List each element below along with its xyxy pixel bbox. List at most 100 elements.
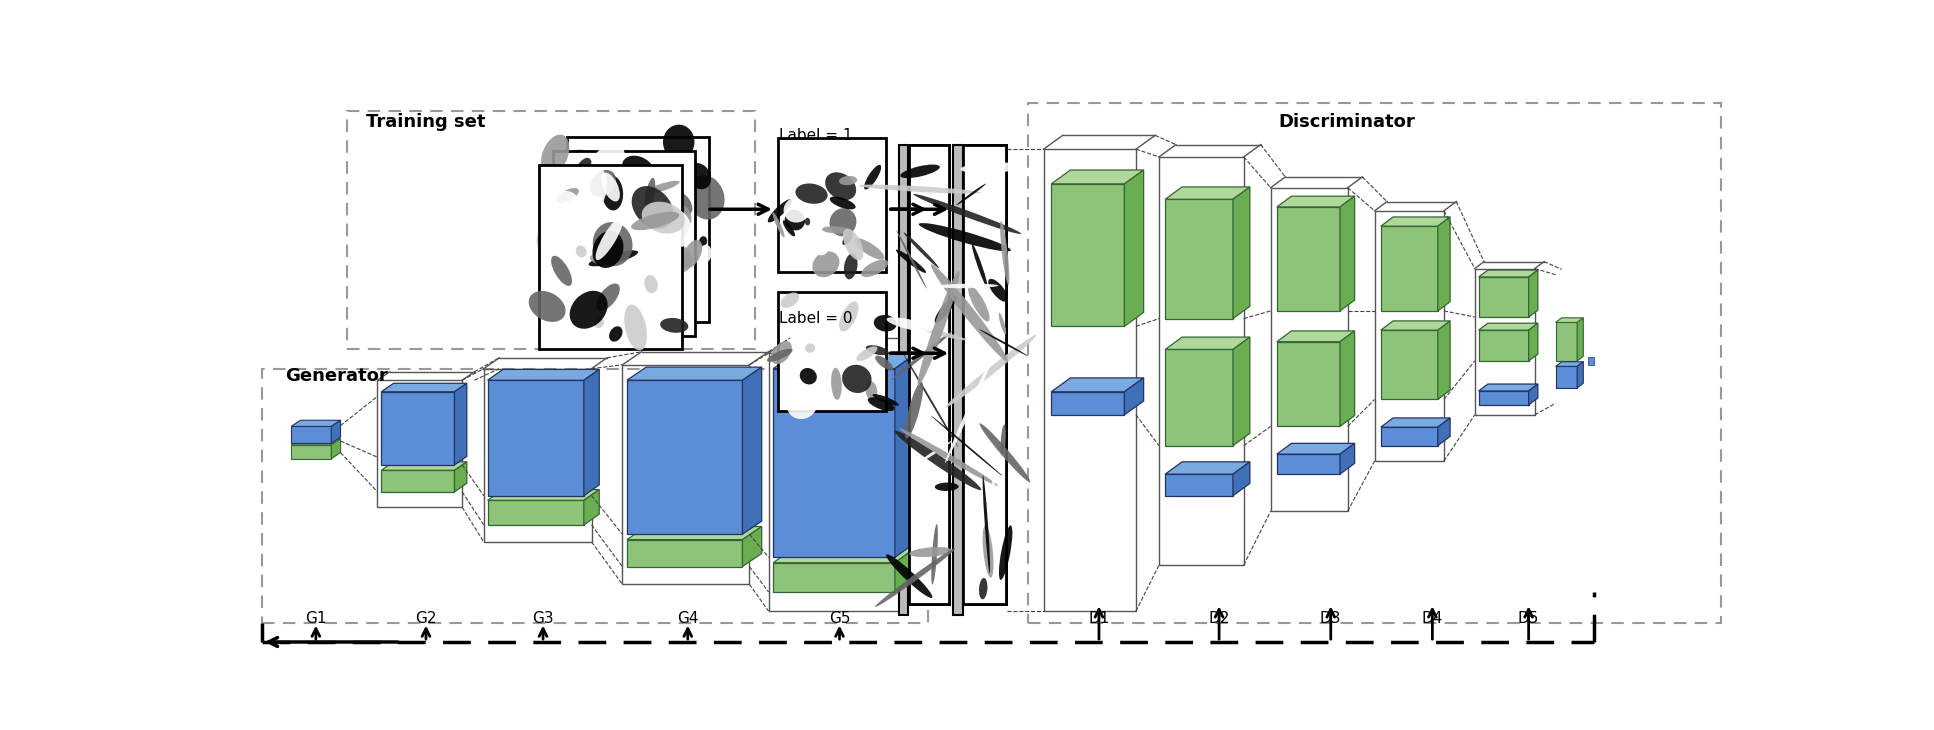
Ellipse shape bbox=[919, 223, 1011, 251]
Text: Discriminator: Discriminator bbox=[1278, 113, 1416, 131]
Ellipse shape bbox=[919, 328, 967, 340]
Ellipse shape bbox=[861, 260, 888, 277]
Polygon shape bbox=[292, 439, 340, 445]
Bar bbox=[909, 145, 950, 604]
Ellipse shape bbox=[876, 356, 894, 370]
Polygon shape bbox=[1437, 418, 1450, 445]
Polygon shape bbox=[292, 426, 331, 443]
Polygon shape bbox=[1340, 443, 1354, 475]
Ellipse shape bbox=[795, 183, 828, 204]
Bar bbox=[777, 292, 886, 411]
Polygon shape bbox=[1381, 330, 1437, 399]
Ellipse shape bbox=[772, 341, 791, 364]
Ellipse shape bbox=[596, 277, 646, 285]
Polygon shape bbox=[1052, 378, 1143, 392]
Polygon shape bbox=[487, 369, 600, 380]
Ellipse shape bbox=[654, 223, 681, 256]
Ellipse shape bbox=[847, 302, 861, 317]
Polygon shape bbox=[1276, 207, 1340, 311]
Ellipse shape bbox=[659, 208, 692, 247]
Polygon shape bbox=[774, 353, 917, 369]
Ellipse shape bbox=[843, 253, 857, 280]
Ellipse shape bbox=[961, 162, 1019, 174]
Ellipse shape bbox=[563, 150, 592, 164]
Ellipse shape bbox=[559, 167, 578, 197]
Ellipse shape bbox=[603, 189, 636, 207]
Ellipse shape bbox=[592, 231, 623, 268]
Ellipse shape bbox=[783, 220, 795, 237]
Polygon shape bbox=[454, 383, 466, 465]
Ellipse shape bbox=[687, 175, 725, 220]
Ellipse shape bbox=[1000, 425, 1006, 456]
Bar bbox=[963, 145, 1006, 604]
Ellipse shape bbox=[586, 151, 609, 185]
Polygon shape bbox=[1276, 196, 1354, 207]
Ellipse shape bbox=[561, 246, 609, 284]
Ellipse shape bbox=[839, 301, 859, 331]
Polygon shape bbox=[1164, 474, 1234, 496]
Ellipse shape bbox=[551, 255, 572, 286]
Ellipse shape bbox=[936, 284, 998, 288]
Ellipse shape bbox=[600, 286, 632, 324]
Ellipse shape bbox=[536, 224, 571, 258]
Ellipse shape bbox=[872, 394, 899, 406]
Ellipse shape bbox=[663, 125, 694, 159]
Text: D4: D4 bbox=[1421, 612, 1443, 626]
Ellipse shape bbox=[903, 232, 938, 268]
Ellipse shape bbox=[874, 315, 897, 331]
Ellipse shape bbox=[644, 178, 656, 211]
Polygon shape bbox=[487, 380, 584, 496]
Ellipse shape bbox=[632, 316, 648, 347]
Ellipse shape bbox=[913, 194, 1021, 234]
Ellipse shape bbox=[903, 353, 957, 447]
Ellipse shape bbox=[783, 197, 810, 223]
Ellipse shape bbox=[934, 296, 957, 323]
Ellipse shape bbox=[979, 578, 988, 599]
Ellipse shape bbox=[654, 213, 689, 253]
Bar bbox=[1476, 269, 1536, 415]
Ellipse shape bbox=[543, 269, 584, 288]
Ellipse shape bbox=[687, 163, 712, 189]
Ellipse shape bbox=[542, 134, 569, 175]
Bar bbox=[1375, 211, 1445, 461]
Ellipse shape bbox=[768, 349, 793, 362]
Polygon shape bbox=[1124, 378, 1143, 415]
Ellipse shape bbox=[615, 167, 629, 179]
Polygon shape bbox=[627, 367, 762, 380]
Ellipse shape bbox=[843, 232, 853, 245]
Ellipse shape bbox=[590, 299, 609, 312]
Ellipse shape bbox=[528, 291, 565, 322]
Polygon shape bbox=[1576, 318, 1584, 361]
Ellipse shape bbox=[557, 188, 578, 204]
Polygon shape bbox=[1480, 384, 1538, 391]
Ellipse shape bbox=[582, 288, 594, 319]
Ellipse shape bbox=[868, 397, 895, 411]
Ellipse shape bbox=[596, 217, 623, 260]
Ellipse shape bbox=[1000, 221, 1010, 285]
Polygon shape bbox=[1340, 331, 1354, 426]
Text: G3: G3 bbox=[532, 612, 553, 626]
Ellipse shape bbox=[830, 196, 855, 210]
Ellipse shape bbox=[886, 554, 932, 598]
Ellipse shape bbox=[801, 368, 816, 385]
Ellipse shape bbox=[627, 213, 640, 240]
Ellipse shape bbox=[812, 251, 839, 277]
Bar bbox=[346, 111, 754, 350]
Polygon shape bbox=[1276, 443, 1354, 454]
Ellipse shape bbox=[768, 199, 793, 223]
Polygon shape bbox=[1555, 323, 1576, 361]
Ellipse shape bbox=[576, 189, 588, 201]
Ellipse shape bbox=[650, 211, 677, 233]
Ellipse shape bbox=[601, 173, 621, 201]
Ellipse shape bbox=[600, 298, 632, 322]
Polygon shape bbox=[1164, 187, 1249, 199]
Ellipse shape bbox=[594, 218, 613, 245]
Text: Generator: Generator bbox=[284, 367, 389, 385]
Ellipse shape bbox=[565, 259, 588, 295]
Polygon shape bbox=[1437, 217, 1450, 311]
Ellipse shape bbox=[630, 192, 642, 217]
Polygon shape bbox=[454, 462, 466, 492]
Polygon shape bbox=[1381, 321, 1450, 330]
Ellipse shape bbox=[698, 237, 708, 246]
Ellipse shape bbox=[617, 238, 654, 272]
